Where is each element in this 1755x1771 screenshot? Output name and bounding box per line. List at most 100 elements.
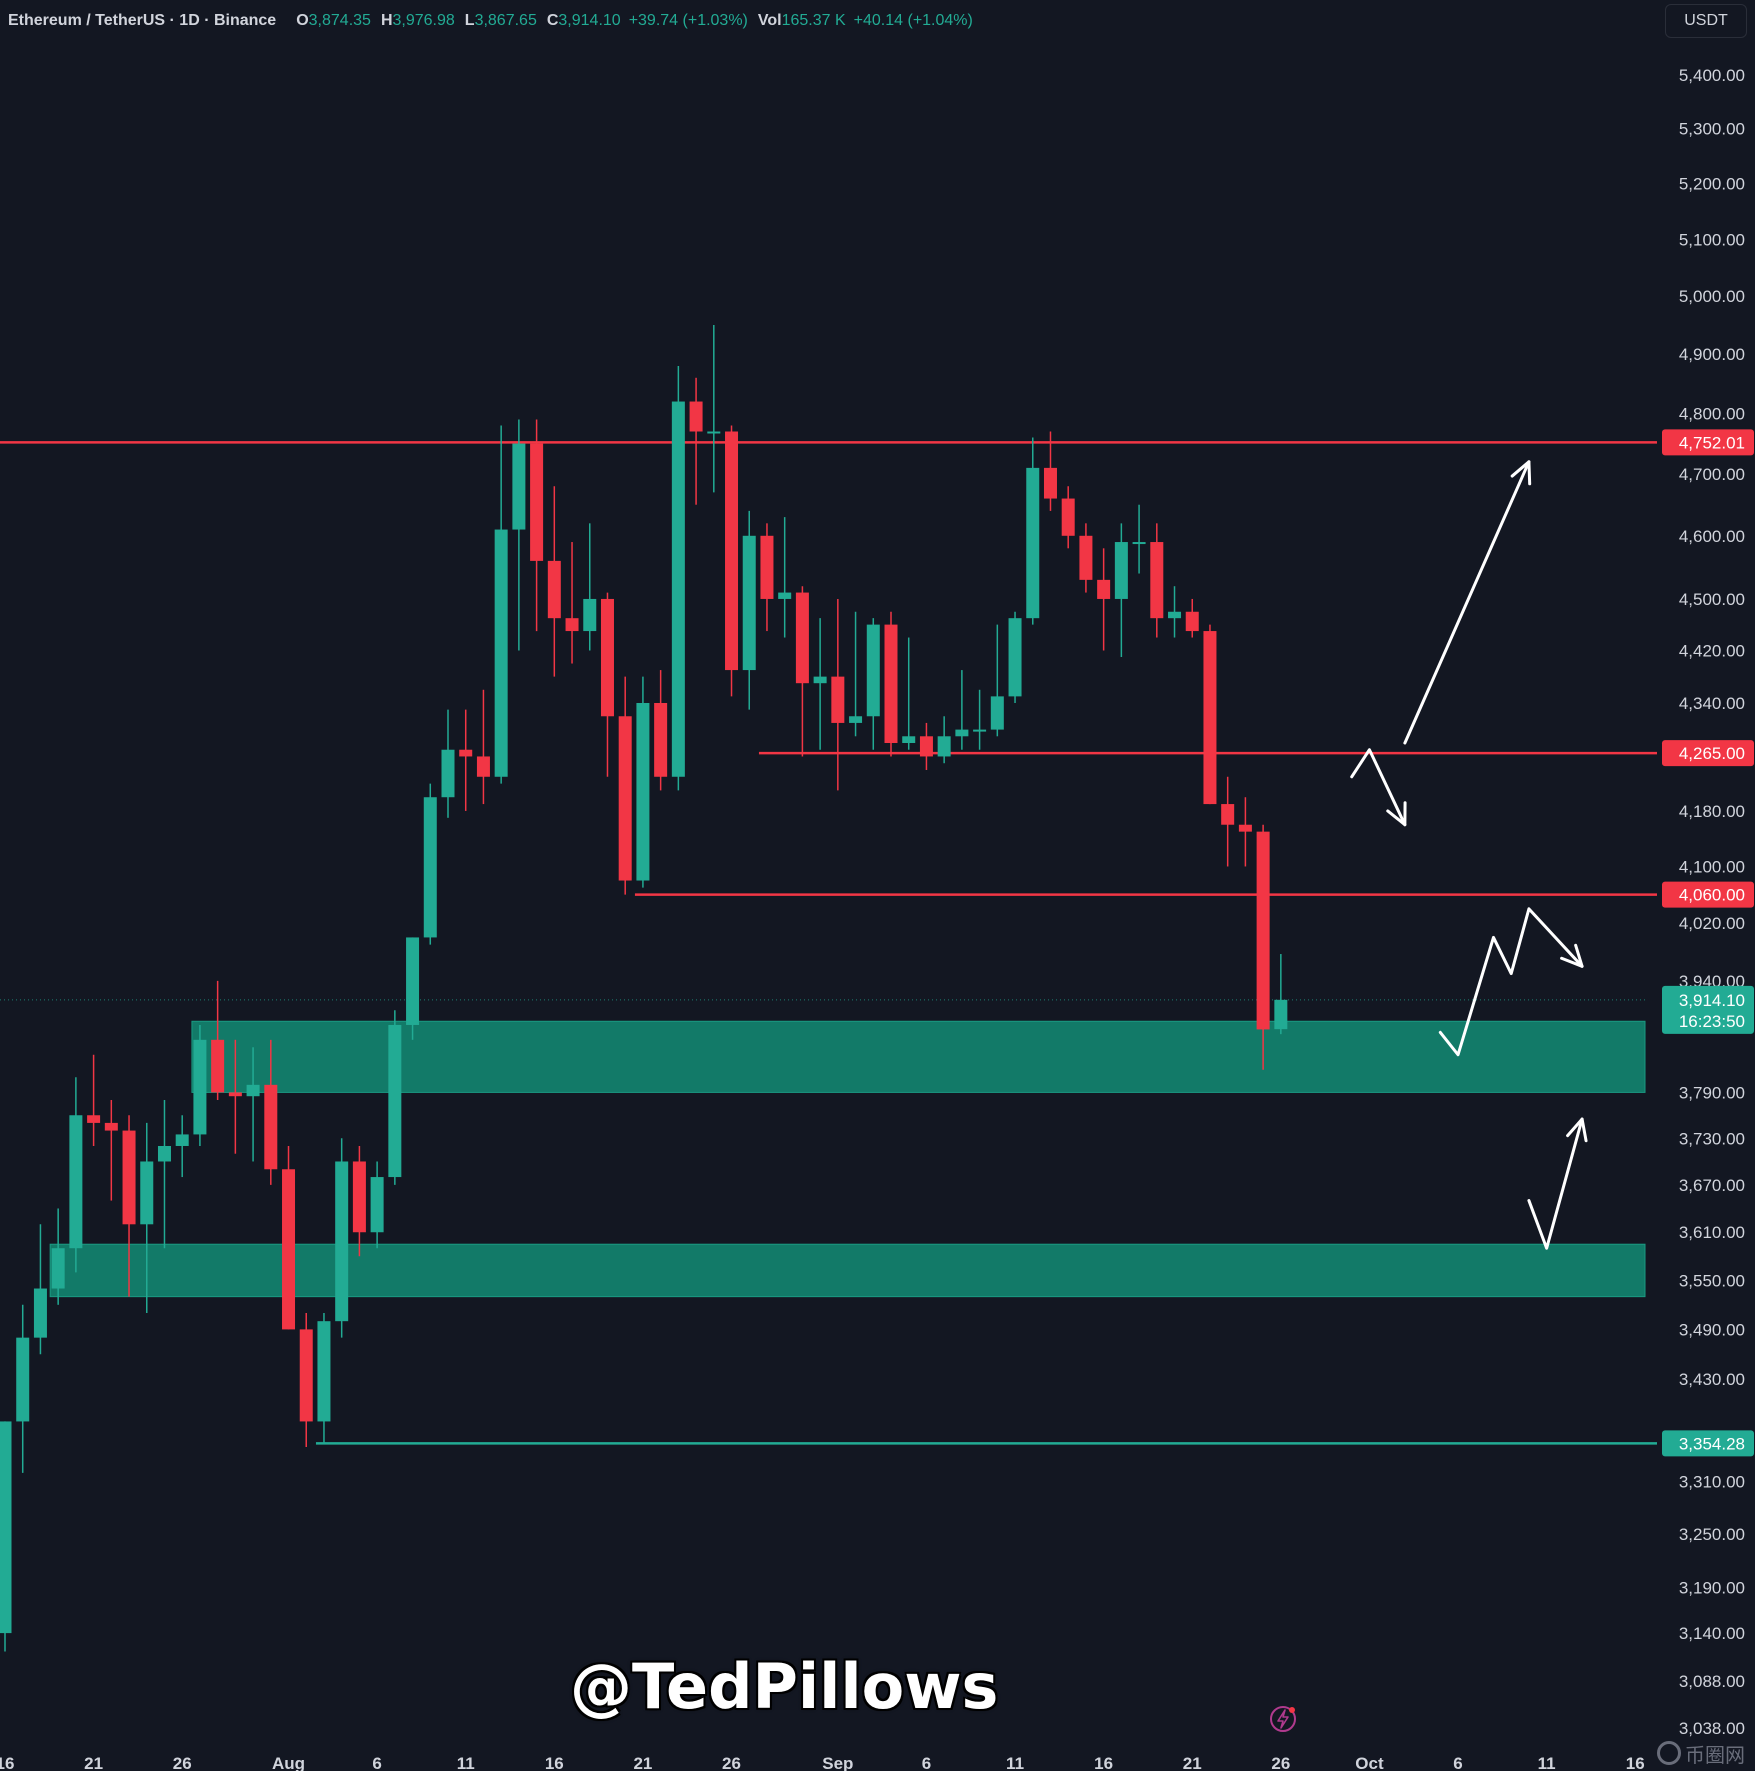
currency-button[interactable]: USDT xyxy=(1665,4,1747,38)
arrow-head xyxy=(1510,460,1532,486)
candle-body xyxy=(122,1130,136,1225)
level-badge-label: 4,265.00 xyxy=(1679,744,1745,763)
level-badge-label: 4,752.01 xyxy=(1679,433,1745,452)
candle-body xyxy=(352,1161,366,1233)
y-tick-label: 4,800.00 xyxy=(1679,404,1745,423)
candle-body xyxy=(760,535,774,599)
level-badge-label: 4,060.00 xyxy=(1679,886,1745,905)
candle-body xyxy=(459,749,473,757)
y-tick-label: 5,100.00 xyxy=(1679,230,1745,249)
candle-body xyxy=(1256,831,1270,1030)
candle-body xyxy=(494,529,508,777)
y-tick-label: 3,088.00 xyxy=(1679,1672,1745,1691)
candle-body xyxy=(583,598,597,632)
symbol-title[interactable]: Ethereum / TetherUS · 1D · Binance xyxy=(8,12,277,29)
candle-body xyxy=(157,1145,171,1162)
low-value: 3,867.65 xyxy=(474,12,537,29)
countdown-label: 16:23:50 xyxy=(1679,1012,1745,1031)
x-tick-label: 11 xyxy=(457,1754,475,1771)
arrow-path xyxy=(1527,1117,1584,1250)
candle-body xyxy=(636,702,650,881)
y-tick-label: 4,020.00 xyxy=(1679,914,1745,933)
y-tick-label: 4,180.00 xyxy=(1679,802,1745,821)
candle-body xyxy=(778,592,792,599)
candle-body xyxy=(884,624,898,743)
candle xyxy=(388,1010,402,1185)
candle-body xyxy=(370,1177,384,1233)
candle xyxy=(476,689,490,805)
candle xyxy=(1185,598,1199,638)
candle xyxy=(530,419,544,632)
candle-body xyxy=(211,1039,225,1093)
candle-body xyxy=(813,676,827,684)
candle xyxy=(795,586,809,757)
x-tick-label: 21 xyxy=(1183,1754,1202,1771)
level-badge: 4,752.01 xyxy=(1662,429,1754,456)
x-tick-label: 16 xyxy=(1094,1754,1113,1771)
candle-body xyxy=(476,756,490,777)
candle-body xyxy=(1221,804,1235,825)
arrow-head xyxy=(1566,1117,1588,1143)
candle xyxy=(1132,504,1146,574)
y-tick-label: 3,250.00 xyxy=(1679,1525,1745,1544)
candle xyxy=(104,1100,118,1201)
candle-body xyxy=(512,443,526,530)
candle-body xyxy=(1238,824,1252,832)
candle-body xyxy=(565,618,579,632)
y-tick-label: 5,300.00 xyxy=(1679,120,1745,139)
candle-body xyxy=(1043,467,1057,499)
candle xyxy=(441,709,455,818)
candle xyxy=(494,425,508,784)
candle-body xyxy=(937,736,951,757)
candle xyxy=(299,1312,313,1448)
volume-label: Vol xyxy=(757,12,782,29)
candle xyxy=(1238,797,1252,867)
candle xyxy=(317,1312,331,1444)
candle xyxy=(1114,523,1128,658)
candle xyxy=(51,1208,65,1305)
candle-body xyxy=(795,592,809,684)
candle xyxy=(33,1224,47,1355)
candle xyxy=(955,670,969,750)
level-badge: 4,060.00 xyxy=(1662,881,1754,908)
y-tick-label: 4,100.00 xyxy=(1679,857,1745,876)
x-tick-label: 11 xyxy=(1006,1754,1024,1771)
candle xyxy=(618,676,632,895)
candle xyxy=(919,722,933,770)
projection-arrow xyxy=(1527,1117,1588,1250)
flash-icon[interactable] xyxy=(1268,1704,1298,1734)
candle xyxy=(813,618,827,750)
candle-body xyxy=(600,598,614,717)
candle xyxy=(600,592,614,777)
candle xyxy=(689,377,703,505)
candle-body xyxy=(1114,542,1128,599)
y-tick-label: 3,140.00 xyxy=(1679,1624,1745,1643)
candle xyxy=(725,425,739,697)
high-label: H xyxy=(380,12,393,29)
y-tick-label: 5,200.00 xyxy=(1679,174,1745,193)
candle xyxy=(370,1161,384,1249)
candle xyxy=(742,510,756,710)
candle-body xyxy=(104,1122,118,1131)
candle-body xyxy=(1274,999,1288,1030)
x-tick-label: 26 xyxy=(1271,1754,1290,1771)
candle-body xyxy=(530,443,544,561)
arrow-head xyxy=(1386,801,1407,827)
candle-body xyxy=(228,1092,242,1097)
candle-body xyxy=(919,736,933,757)
candle xyxy=(1008,611,1022,703)
support-zone xyxy=(49,1243,1646,1298)
arrow-path xyxy=(1403,460,1531,745)
candle xyxy=(1256,824,1270,1070)
y-tick-label: 4,340.00 xyxy=(1679,694,1745,713)
candle xyxy=(831,598,845,791)
y-tick-label: 3,490.00 xyxy=(1679,1320,1745,1339)
candle-body xyxy=(140,1161,154,1225)
candle-body xyxy=(1079,535,1093,580)
level-badge-bg xyxy=(1662,1430,1754,1457)
candle xyxy=(565,542,579,664)
candle xyxy=(707,325,721,493)
